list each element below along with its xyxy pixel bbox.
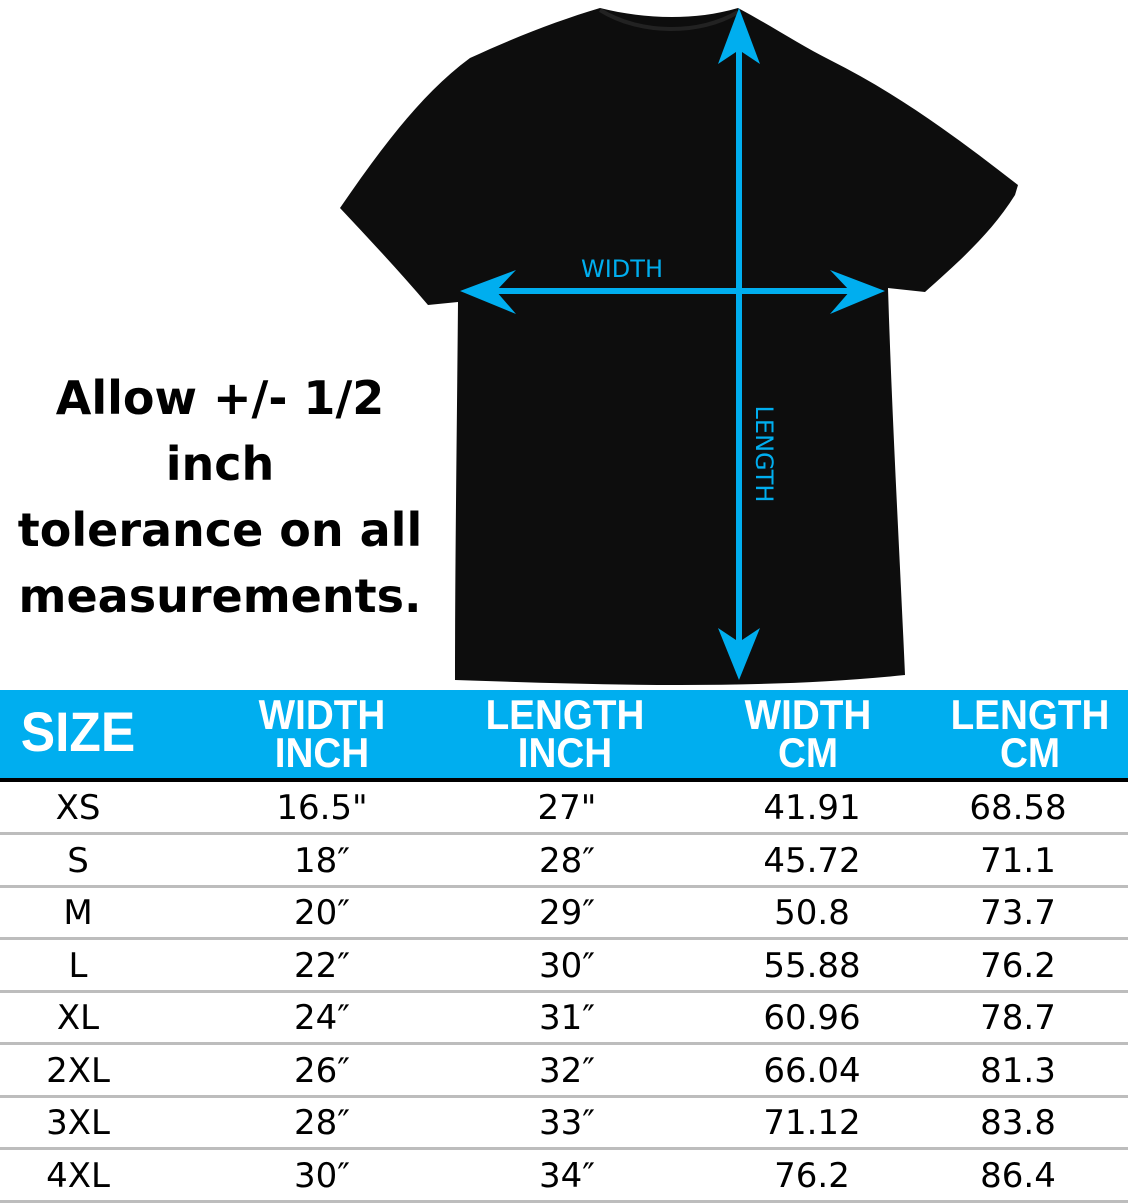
width-label: WIDTH (581, 255, 663, 283)
table-row: M 20″ 29″ 50.8 73.7 (0, 887, 1128, 940)
cell-width-cm: 60.96 (763, 998, 861, 1038)
header-line: CM (999, 729, 1061, 776)
cell-size: S (67, 840, 89, 881)
header-length-cm: LENGTH CM (929, 691, 1128, 776)
header-length-inch: LENGTH INCH (464, 691, 666, 776)
cell-length-inch: 29″ (539, 893, 595, 933)
cell-length-cm: 73.7 (980, 893, 1056, 933)
cell-width-cm: 76.2 (774, 1155, 850, 1196)
table-row: 4XL 30″ 34″ 76.2 86.4 (0, 1150, 1128, 1203)
cell-length-cm: 78.7 (980, 998, 1056, 1038)
cell-length-cm: 86.4 (980, 1155, 1056, 1196)
note-line: measurements. (18, 569, 422, 623)
tshirt-collar (598, 8, 740, 31)
note-line: tolerance on all (17, 503, 423, 557)
cell-length-inch: 30″ (539, 945, 595, 986)
table-row: 2XL 26″ 32″ 66.04 81.3 (0, 1045, 1128, 1098)
cell-width-inch: 26″ (294, 1050, 350, 1091)
table-row: S 18″ 28″ 45.72 71.1 (0, 835, 1128, 888)
cell-size: M (63, 893, 93, 933)
cell-size: XL (56, 998, 100, 1038)
header-line: INCH (517, 729, 613, 776)
cell-size: XS (55, 788, 101, 828)
note-line: Allow +/- 1/2 inch (55, 371, 385, 491)
header-line: INCH (274, 729, 370, 776)
cell-length-inch: 27" (537, 788, 597, 828)
header-line: LENGTH (950, 691, 1110, 738)
cell-length-cm: 81.3 (980, 1050, 1056, 1091)
cell-length-inch: 33″ (539, 1103, 595, 1143)
header-size: SIZE (20, 700, 136, 763)
header-line: LENGTH (485, 691, 645, 738)
cell-length-cm: 83.8 (980, 1103, 1056, 1143)
cell-width-cm: 50.8 (774, 893, 850, 933)
length-label: LENGTH (750, 406, 778, 503)
cell-width-inch: 28″ (294, 1103, 350, 1143)
cell-length-inch: 31″ (539, 998, 595, 1038)
cell-length-cm: 68.58 (969, 788, 1067, 828)
tshirt-diagram: WIDTH LENGTH (340, 8, 1018, 685)
header-width-cm: WIDTH CM (716, 691, 900, 776)
cell-width-inch: 18″ (294, 840, 350, 881)
width-arrow (460, 270, 885, 314)
cell-width-cm: 66.04 (763, 1050, 861, 1091)
cell-size: 4XL (46, 1155, 110, 1196)
table-row: L 22″ 30″ 55.88 76.2 (0, 940, 1128, 993)
cell-width-cm: 41.91 (763, 788, 861, 828)
table-row: XL 24″ 31″ 60.96 78.7 (0, 992, 1128, 1045)
length-arrow (718, 8, 760, 680)
cell-width-inch: 16.5" (276, 788, 368, 828)
tolerance-note: Allow +/- 1/2 inch tolerance on all meas… (0, 365, 440, 629)
cell-width-inch: 30″ (294, 1155, 350, 1196)
table-row: 3XL 28″ 33″ 71.12 83.8 (0, 1097, 1128, 1150)
header-line: WIDTH (744, 691, 872, 738)
cell-width-inch: 20″ (294, 893, 350, 933)
cell-length-inch: 28″ (539, 840, 595, 881)
cell-width-cm: 71.12 (763, 1103, 861, 1143)
cell-length-inch: 34″ (539, 1155, 595, 1196)
cell-length-cm: 71.1 (980, 840, 1056, 881)
table-row: XS 16.5" 27" 41.91 68.58 (0, 782, 1128, 835)
cell-width-inch: 22″ (294, 945, 350, 986)
header-line: WIDTH (258, 691, 386, 738)
cell-size: L (68, 945, 88, 986)
cell-length-inch: 32″ (539, 1050, 595, 1091)
cell-width-cm: 55.88 (763, 945, 861, 986)
header-line: CM (777, 729, 839, 776)
size-table-header: SIZE WIDTH INCH LENGTH INCH WIDTH CM LENGTH… (0, 690, 1128, 782)
cell-width-inch: 24″ (294, 998, 350, 1038)
cell-size: 3XL (46, 1103, 110, 1143)
cell-size: 2XL (46, 1050, 110, 1091)
header-width-inch: WIDTH INCH (230, 691, 414, 776)
cell-width-cm: 45.72 (763, 840, 861, 881)
cell-length-cm: 76.2 (980, 945, 1056, 986)
tshirt-shape (340, 8, 1018, 685)
